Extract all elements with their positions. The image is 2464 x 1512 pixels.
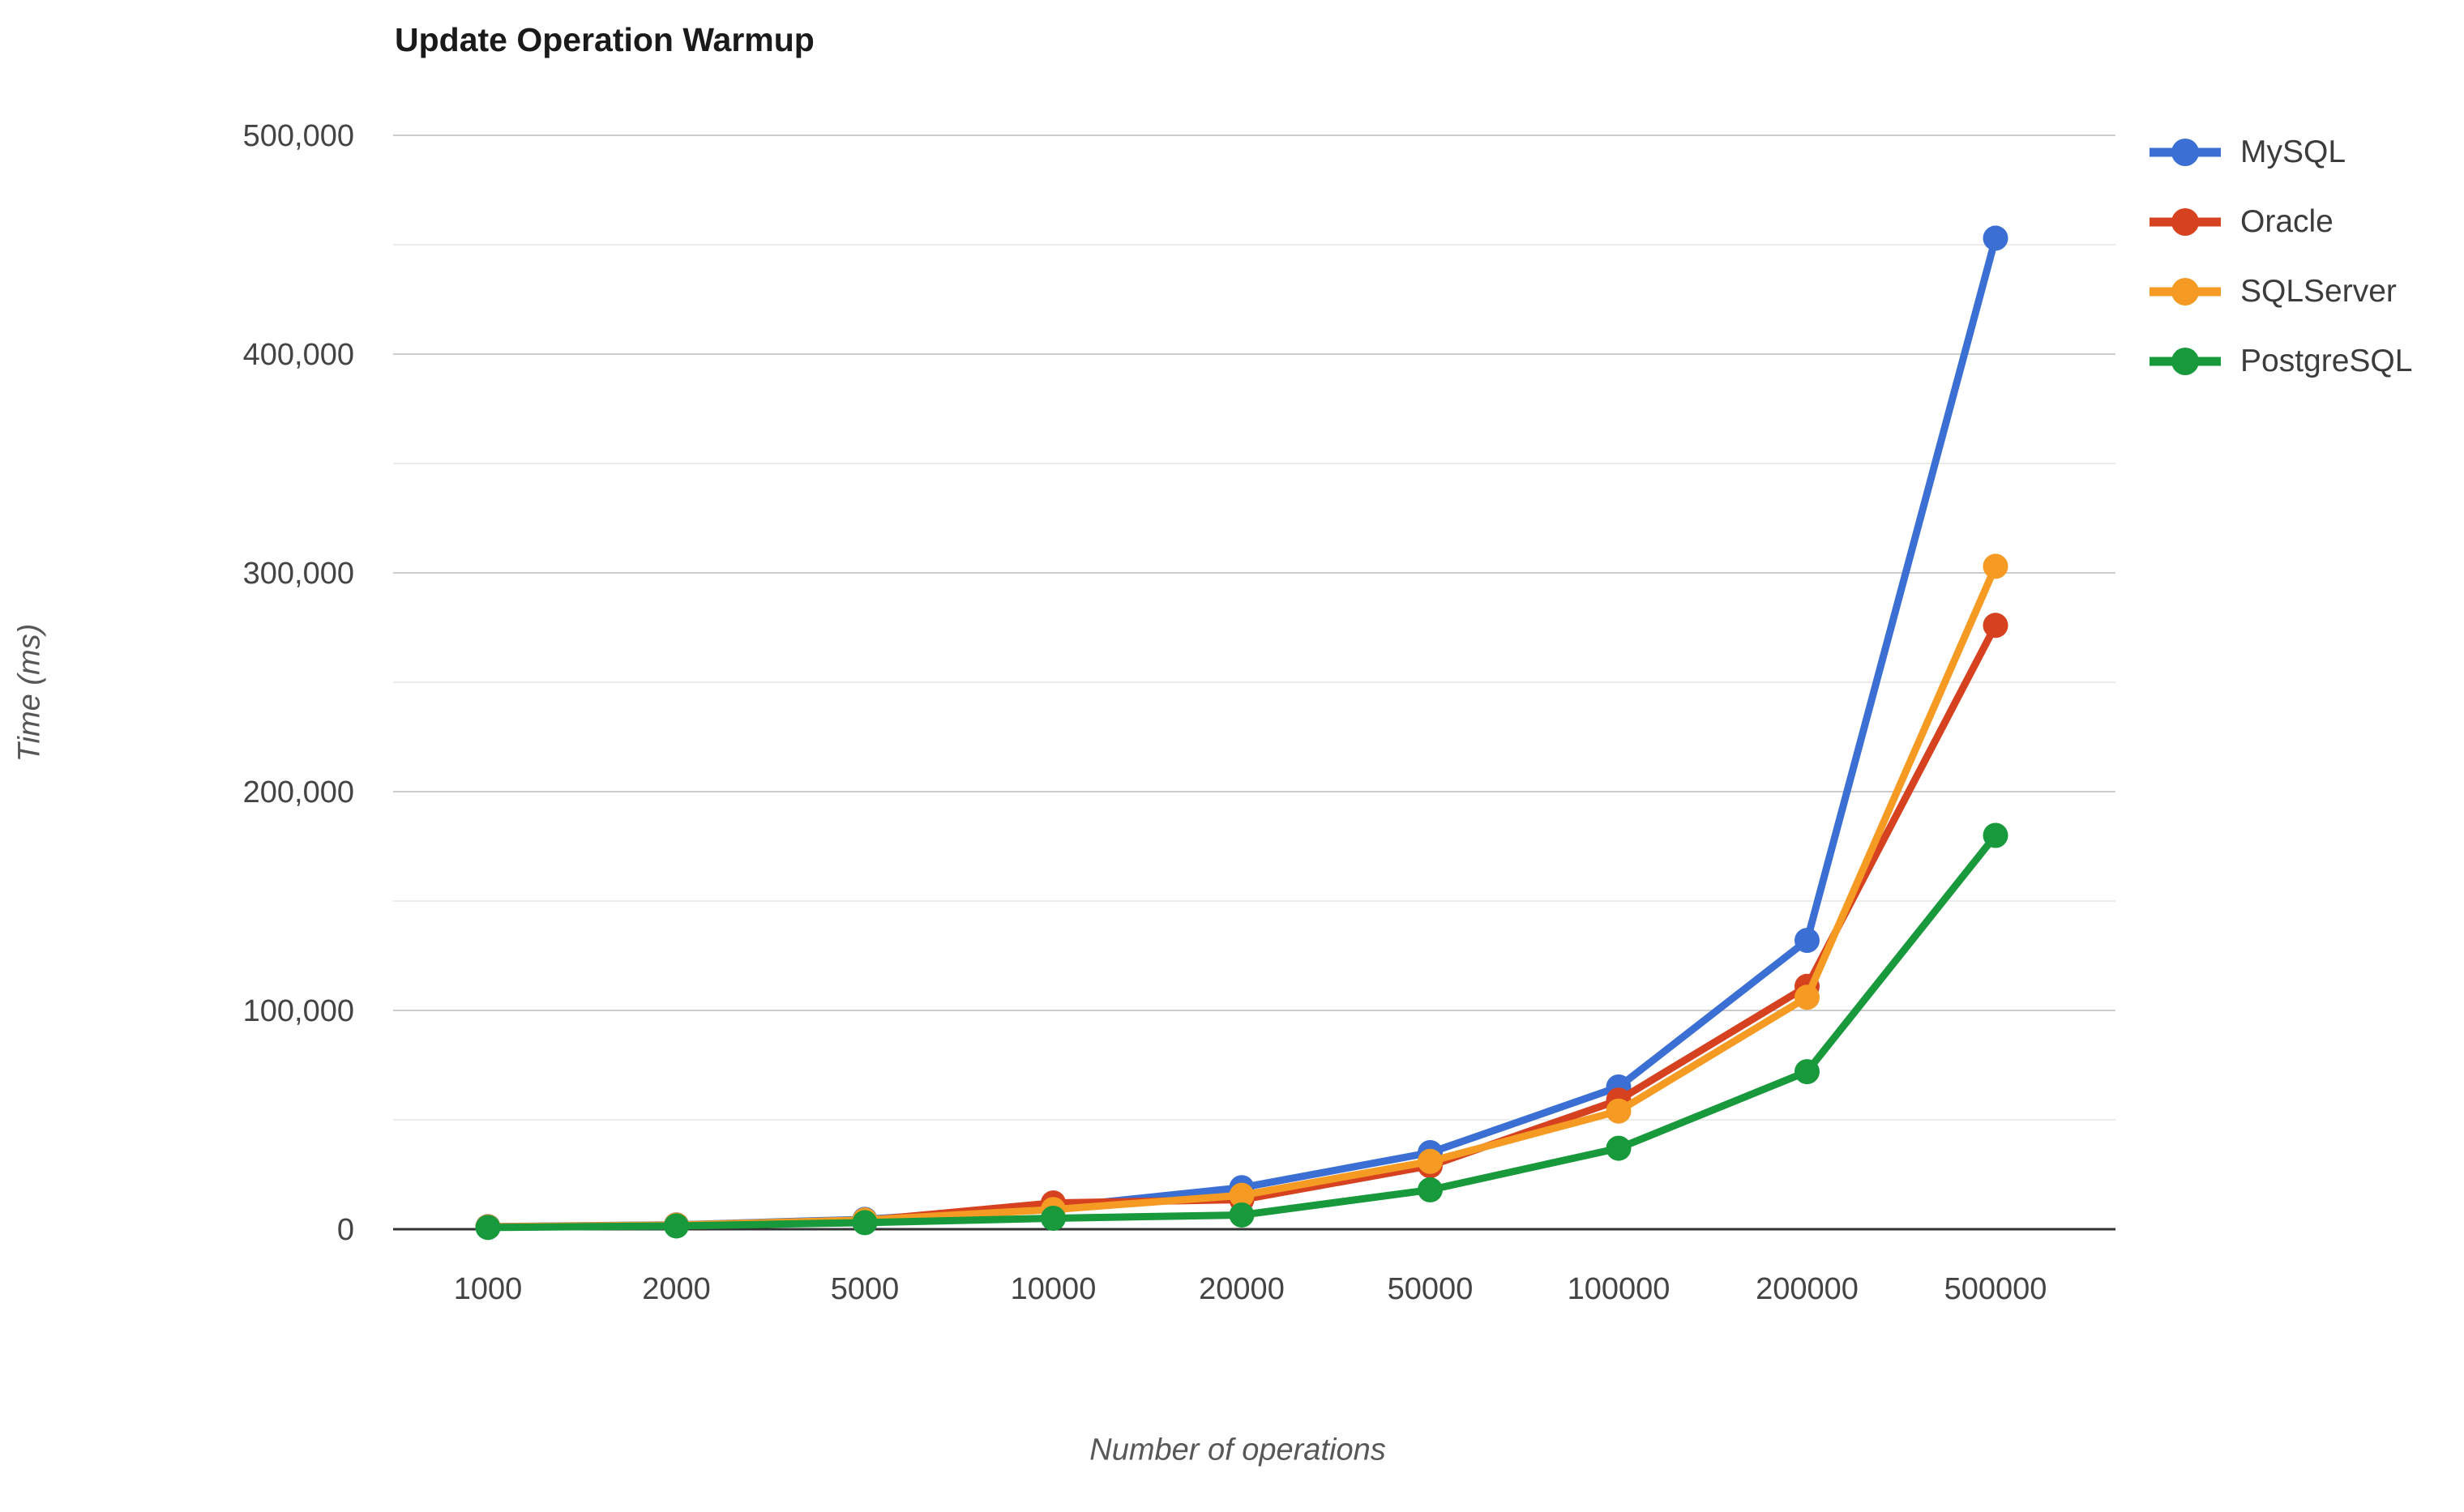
y-axis-title: Time (ms)	[12, 623, 47, 762]
series-line-oracle	[487, 623, 1999, 1231]
y-tick-label: 500,000	[243, 119, 354, 153]
data-point-postgresql-50000[interactable]	[1418, 1177, 1443, 1202]
data-point-sqlserver-500000[interactable]	[1983, 553, 2008, 579]
legend-item-postgresql[interactable]: PostgreSQL	[2148, 340, 2412, 382]
legend-label-postgresql: PostgreSQL	[2240, 344, 2413, 378]
x-tick-label: 100000	[1568, 1272, 1670, 1306]
x-axis-title: Number of operations	[1089, 1433, 1386, 1467]
y-tick-label: 100,000	[243, 994, 354, 1028]
x-tick-label: 20000	[1199, 1272, 1285, 1306]
data-point-sqlserver-100000[interactable]	[1606, 1098, 1632, 1124]
legend-item-sqlserver[interactable]: SQLServer	[2148, 271, 2412, 313]
data-point-sqlserver-50000[interactable]	[1418, 1148, 1443, 1174]
data-point-postgresql-10000[interactable]	[1041, 1206, 1066, 1231]
x-tick-label: 10000	[1011, 1272, 1097, 1306]
data-point-postgresql-5000[interactable]	[852, 1210, 878, 1236]
legend-swatch-sqlserver	[2150, 278, 2221, 305]
legend-swatch-mysql	[2150, 139, 2221, 166]
series-line-sqlserver	[487, 565, 2000, 1231]
legend-swatch-oracle	[2150, 208, 2221, 236]
series-line-postgresql	[487, 833, 1999, 1232]
x-tick-label: 2000	[642, 1272, 711, 1306]
x-tick-label: 500000	[1944, 1272, 2047, 1306]
data-point-oracle-500000[interactable]	[1983, 613, 2008, 639]
legend-item-oracle[interactable]: Oracle	[2148, 201, 2412, 243]
series-line-mysql	[487, 237, 2000, 1231]
y-tick-label: 0	[337, 1213, 354, 1247]
x-tick-label: 5000	[831, 1272, 900, 1306]
data-point-sqlserver-20000[interactable]	[1229, 1182, 1255, 1208]
x-tick-label: 50000	[1388, 1272, 1474, 1306]
x-tick-label: 1000	[454, 1272, 523, 1306]
legend: MySQL Oracle SQLServer PostgreSQL	[2148, 131, 2412, 410]
data-point-postgresql-200000[interactable]	[1795, 1059, 1820, 1085]
data-point-postgresql-100000[interactable]	[1606, 1135, 1632, 1161]
data-point-postgresql-20000[interactable]	[1229, 1202, 1255, 1228]
data-point-postgresql-2000[interactable]	[664, 1213, 689, 1239]
y-tick-label: 200,000	[243, 775, 354, 809]
legend-label-mysql: MySQL	[2240, 135, 2346, 169]
data-point-postgresql-1000[interactable]	[475, 1215, 501, 1241]
y-tick-label: 300,000	[243, 557, 354, 591]
legend-swatch-postgresql	[2150, 348, 2221, 375]
legend-item-mysql[interactable]: MySQL	[2148, 131, 2412, 173]
legend-label-oracle: Oracle	[2240, 204, 2334, 239]
chart-title: Update Operation Warmup	[395, 21, 815, 58]
data-point-mysql-500000[interactable]	[1983, 225, 2008, 251]
data-point-sqlserver-200000[interactable]	[1795, 985, 1820, 1010]
x-tick-label: 200000	[1756, 1272, 1859, 1306]
data-point-mysql-200000[interactable]	[1795, 928, 1820, 954]
legend-label-sqlserver: SQLServer	[2240, 274, 2397, 309]
data-point-postgresql-500000[interactable]	[1983, 822, 2008, 848]
y-tick-label: 400,000	[243, 338, 354, 372]
